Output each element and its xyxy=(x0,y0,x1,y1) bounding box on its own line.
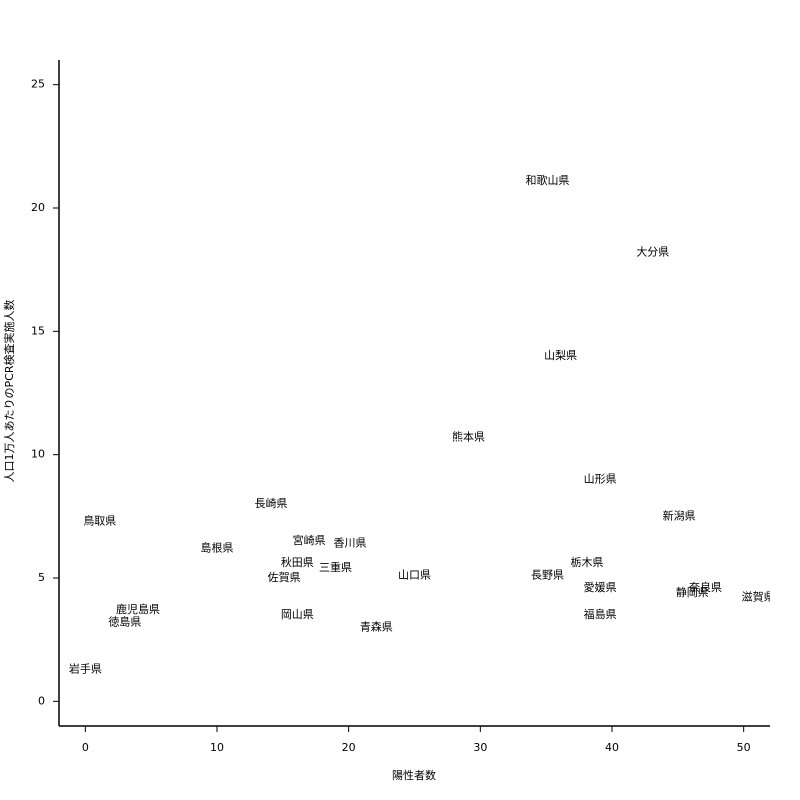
point-label: 長崎県 xyxy=(254,496,287,510)
point-label: 和歌山県 xyxy=(525,173,569,187)
x-tick-label: 50 xyxy=(737,741,751,754)
y-tick-label: 10 xyxy=(31,448,45,461)
point-label: 青森県 xyxy=(360,619,393,633)
x-tick-label: 30 xyxy=(473,741,487,754)
point-label: 熊本県 xyxy=(452,429,485,443)
point-label: 大分県 xyxy=(636,244,669,258)
point-label: 愛媛県 xyxy=(584,580,617,594)
point-label: 島根県 xyxy=(201,540,234,554)
point-label: 静岡県 xyxy=(676,585,709,599)
point-label: 三重県 xyxy=(319,560,352,574)
point-label: 山形県 xyxy=(584,472,617,485)
point-label: 山梨県 xyxy=(544,348,577,362)
y-tick-label: 25 xyxy=(31,78,45,91)
y-tick-label: 20 xyxy=(31,201,45,214)
point-label: 鹿児島県 xyxy=(116,602,160,616)
point-label: 徳島県 xyxy=(108,614,141,628)
point-label: 鳥取県 xyxy=(83,513,116,527)
x-tick-label: 20 xyxy=(342,741,356,754)
point-label: 佐賀県 xyxy=(268,570,301,584)
x-axis-label: 陽性者数 xyxy=(392,768,436,782)
point-label: 滋賀県 xyxy=(742,591,775,604)
point-label: 山口県 xyxy=(398,569,431,582)
y-axis-label: 人口1万人あたりのPCR検査実施人数 xyxy=(2,300,16,483)
point-label: 宮崎県 xyxy=(293,533,326,547)
y-tick-label: 0 xyxy=(38,694,45,707)
x-tick-label: 40 xyxy=(605,741,619,754)
point-label: 栃木県 xyxy=(570,555,603,569)
y-tick-label: 15 xyxy=(31,324,45,337)
x-tick-label: 0 xyxy=(82,741,89,754)
point-label: 香川県 xyxy=(333,536,366,549)
point-label: 秋田県 xyxy=(281,555,314,569)
x-tick-label: 10 xyxy=(210,741,224,754)
point-label: 岩手県 xyxy=(69,661,102,675)
point-label: 奈良県 xyxy=(689,580,722,594)
point-label: 新潟県 xyxy=(663,508,696,522)
point-label: 福島県 xyxy=(584,607,617,621)
point-label: 岡山県 xyxy=(281,608,314,621)
point-label: 長野県 xyxy=(531,569,564,582)
y-tick-label: 5 xyxy=(38,571,45,584)
